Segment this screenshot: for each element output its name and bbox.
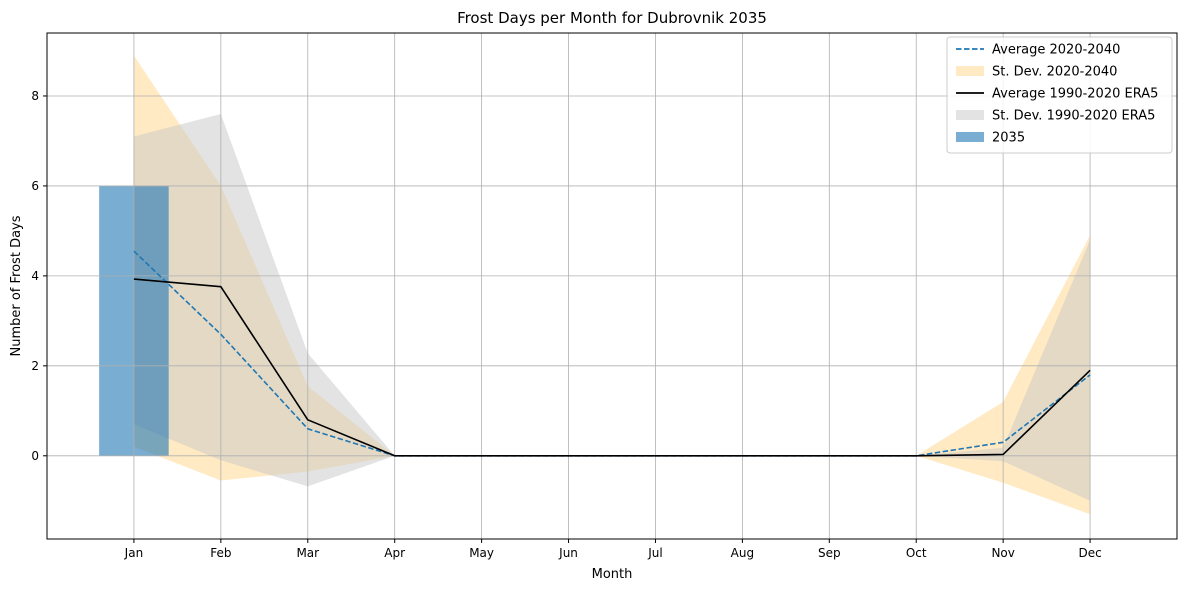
legend-swatch-st-dev-1990-2020-era5 (956, 110, 984, 120)
plot-area: Jan Feb Mar Apr May Jun Jul Aug Sep Oct Nov Dec 0 2 4 6… (31, 32, 1178, 560)
legend-label-st-dev-2020-2040: St. Dev. 2020-2040 (992, 65, 1117, 80)
x-tick-label-nov: Nov (991, 546, 1014, 560)
line-average-1990-2020-era5 (133, 278, 1091, 457)
x-tick-label-oct: Oct (906, 546, 927, 560)
y-tick-label-0: 0 (31, 449, 39, 463)
axes-frame (46, 32, 1178, 540)
y-tick-label-2: 2 (31, 359, 39, 373)
x-tick-label-jun: Jun (558, 546, 578, 560)
x-tick-label-dec: Dec (1078, 546, 1101, 560)
legend: Average 2020-2040 St. Dev. 2020-2040 Avera… (946, 36, 1173, 154)
x-tick-label-may: May (469, 546, 494, 560)
x-tick-label-aug: Aug (731, 546, 754, 560)
x-tick-label-sep: Sep (818, 546, 841, 560)
legend-swatch-2035 (956, 132, 984, 142)
x-tick-label-jan: Jan (124, 546, 144, 560)
x-tick-label-feb: Feb (210, 546, 231, 560)
legend-box (946, 36, 1173, 154)
y-tick-label-6: 6 (31, 179, 39, 193)
x-tick-label-apr: Apr (384, 546, 405, 560)
legend-swatch-st-dev-2020-2040 (956, 66, 984, 76)
x-axis-title: Month (592, 567, 633, 582)
band-st-dev-1990-2020-era5 (133, 113, 1091, 501)
y-tick-label-4: 4 (31, 269, 39, 283)
legend-label-average-2020-2040: Average 2020-2040 (992, 43, 1120, 58)
legend-label-st-dev-1990-2020-era5: St. Dev. 1990-2020 ERA5 (992, 109, 1155, 124)
band-st-dev-2020-2040 (133, 55, 1091, 515)
x-tick-label-mar: Mar (296, 546, 319, 560)
chart-title: Frost Days per Month for Dubrovnik 2035 (457, 9, 767, 27)
legend-label-average-1990-2020-era5: Average 1990-2020 ERA5 (992, 87, 1158, 102)
y-tick-label-8: 8 (31, 89, 39, 103)
y-axis-title: Number of Frost Days (9, 215, 24, 356)
legend-label-2035: 2035 (992, 131, 1025, 146)
x-tick-label-jul: Jul (647, 546, 662, 560)
